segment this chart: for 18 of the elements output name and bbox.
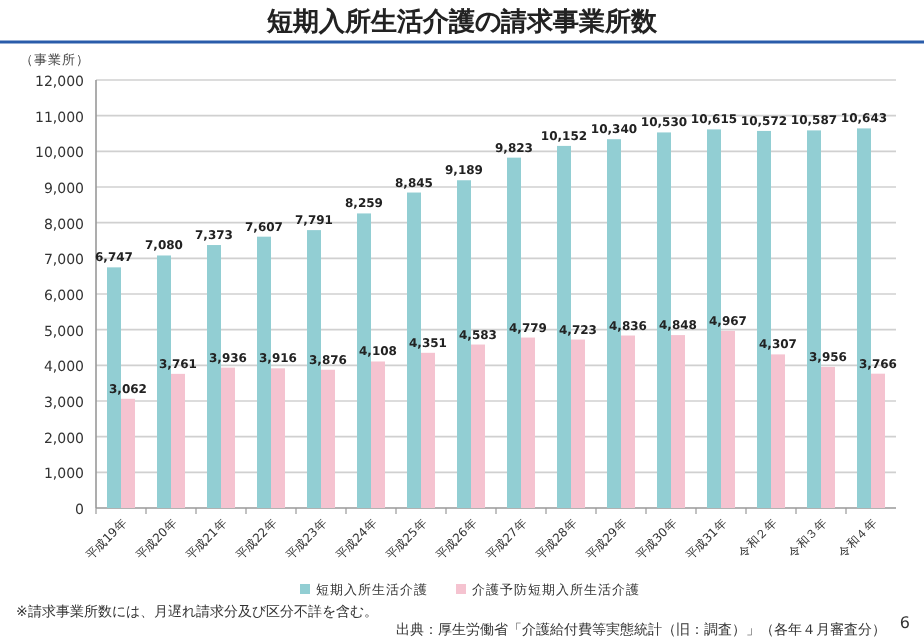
bar — [871, 373, 885, 508]
bar — [321, 369, 335, 508]
bar — [571, 339, 585, 508]
bar — [221, 367, 235, 508]
bar — [121, 398, 135, 508]
bar — [371, 361, 385, 508]
bar — [721, 330, 735, 508]
bar — [471, 344, 485, 508]
bar — [421, 352, 435, 508]
bar — [171, 373, 185, 508]
chart-title: 短期入所生活介護の請求事業所数 — [265, 6, 659, 38]
bar — [521, 337, 535, 508]
bar — [671, 335, 685, 508]
text: 6 — [899, 614, 910, 632]
bar — [271, 368, 285, 508]
bar — [621, 335, 635, 508]
bar — [821, 366, 835, 508]
bar — [771, 354, 785, 508]
